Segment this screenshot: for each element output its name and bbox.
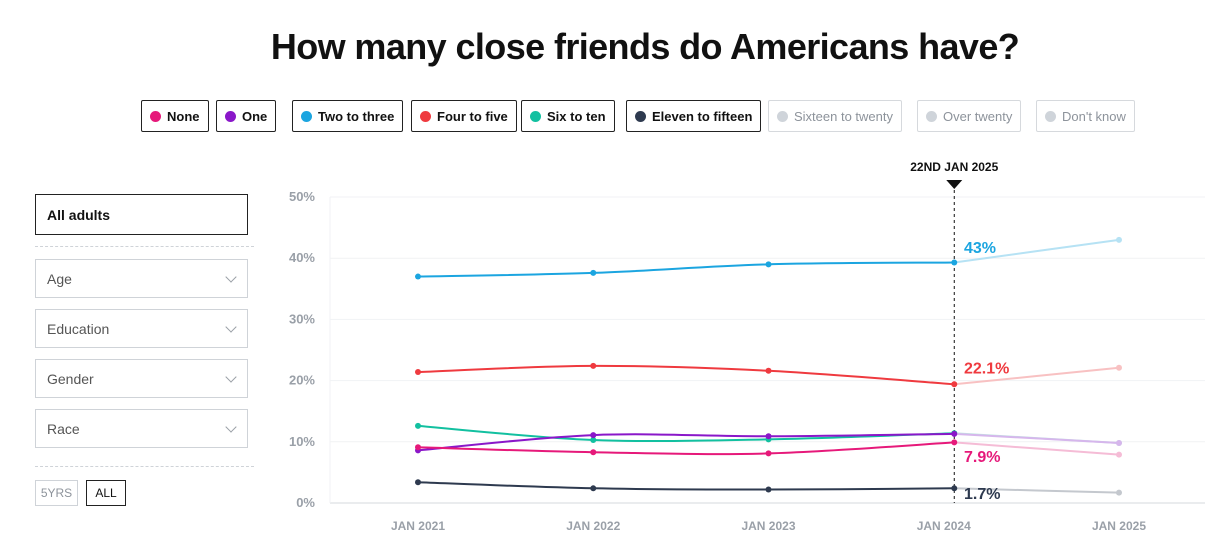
legend-dot <box>926 110 937 122</box>
data-point-none <box>415 444 421 451</box>
data-point-one <box>590 432 597 439</box>
y-tick-label: 40% <box>289 250 315 265</box>
data-point-none <box>1116 451 1122 458</box>
data-point-none <box>765 450 772 457</box>
data-point-two-to-three <box>1116 236 1122 243</box>
y-tick-label: 10% <box>289 434 315 449</box>
legend-dot <box>777 110 788 122</box>
data-point-two-to-three <box>951 259 958 266</box>
data-point-four-to-five <box>415 369 421 376</box>
series-line-projection-one <box>954 432 1120 445</box>
data-point-six-to-ten <box>415 422 421 429</box>
gender-dropdown[interactable]: Gender <box>35 359 248 398</box>
x-tick-label: JAN 2023 <box>741 519 795 533</box>
legend-label: Six to ten <box>547 108 606 124</box>
data-point-two-to-three <box>415 273 421 280</box>
legend-label: Over twenty <box>943 108 1013 124</box>
series-line-projection-eleven-to-fifteen <box>954 487 1120 494</box>
legend-chip-over-twenty[interactable]: Over twenty <box>917 100 1022 132</box>
date-marker-label: 22ND JAN 2025 <box>910 160 998 174</box>
data-point-none <box>590 449 597 456</box>
legend-dot <box>420 110 431 122</box>
data-point-eleven-to-fifteen <box>415 479 421 486</box>
legend-chip-six-to-ten[interactable]: Six to ten <box>521 100 615 132</box>
legend-chip-four-to-five[interactable]: Four to five <box>411 100 517 132</box>
data-point-four-to-five <box>765 367 772 374</box>
education-dropdown[interactable]: Education <box>35 309 248 348</box>
series-line-four-to-five <box>417 364 955 386</box>
race-dropdown[interactable]: Race <box>35 409 248 448</box>
series-line-projection-none <box>954 441 1120 456</box>
divider <box>35 246 254 247</box>
legend-dot <box>225 110 236 122</box>
x-tick-label: JAN 2024 <box>917 519 971 533</box>
series-line-two-to-three <box>417 261 955 278</box>
legend-dot <box>530 110 541 122</box>
data-point-two-to-three <box>765 261 772 268</box>
legend-chip-none[interactable]: None <box>141 100 209 132</box>
dropdown-label: Gender <box>47 370 94 387</box>
series-line-projection-four-to-five <box>954 366 1120 386</box>
legend-chip-dont-know[interactable]: Don't know <box>1036 100 1135 132</box>
population-select-label: All adults <box>47 206 111 223</box>
data-point-two-to-three <box>590 269 597 276</box>
data-point-four-to-five <box>590 362 597 369</box>
age-dropdown[interactable]: Age <box>35 259 248 298</box>
data-point-one <box>1116 440 1122 447</box>
x-tick-label: JAN 2022 <box>566 519 620 533</box>
data-point-eleven-to-fifteen <box>765 486 772 493</box>
legend-chip-one[interactable]: One <box>216 100 277 132</box>
dropdown-label: Education <box>47 320 110 337</box>
legend-label: Eleven to fifteen <box>652 108 753 124</box>
data-point-six-to-ten <box>590 436 597 443</box>
value-label: 7.9% <box>964 449 1000 466</box>
population-select[interactable]: All adults <box>35 194 248 235</box>
date-marker-icon <box>946 180 963 189</box>
data-point-four-to-five <box>951 381 958 388</box>
legend-label: Sixteen to twenty <box>794 108 893 124</box>
data-point-eleven-to-fifteen <box>1116 489 1122 496</box>
legend-dot <box>150 110 161 122</box>
series-line-six-to-ten <box>417 424 955 443</box>
legend-label: None <box>167 108 200 124</box>
data-point-four-to-five <box>1116 364 1122 371</box>
y-tick-label: 20% <box>289 373 315 388</box>
y-tick-label: 0% <box>296 495 315 510</box>
legend-dot <box>301 110 312 122</box>
series-line-eleven-to-fifteen <box>417 481 955 491</box>
legend-label: One <box>242 108 268 124</box>
x-tick-label: JAN 2025 <box>1092 519 1146 533</box>
range-5yrs-button[interactable]: 5YRS <box>35 480 78 506</box>
legend-label: Two to three <box>318 108 395 124</box>
y-tick-label: 30% <box>289 311 315 326</box>
legend-label: Don't know <box>1062 108 1126 124</box>
legend-dot <box>635 110 646 122</box>
data-point-eleven-to-fifteen <box>590 485 597 492</box>
value-label: 1.7% <box>964 486 1000 503</box>
legend-chip-two-to-three[interactable]: Two to three <box>292 100 404 132</box>
y-tick-label: 50% <box>289 189 315 204</box>
page-title: How many close friends do Americans have… <box>270 26 1020 67</box>
data-point-eleven-to-fifteen <box>951 485 958 492</box>
legend-label: Four to five <box>437 108 508 124</box>
dropdown-label: Race <box>47 420 80 437</box>
range-all-button[interactable]: ALL <box>86 480 126 506</box>
series-line-projection-two-to-three <box>954 238 1120 264</box>
data-point-one <box>951 430 958 437</box>
series-line-none <box>417 441 955 456</box>
data-point-one <box>765 433 772 440</box>
value-label: 22.1% <box>964 361 1009 378</box>
x-tick-label: JAN 2021 <box>391 519 445 533</box>
legend-chip-sixteen-to-twenty[interactable]: Sixteen to twenty <box>768 100 902 132</box>
legend-chip-eleven-to-fifteen[interactable]: Eleven to fifteen <box>626 100 762 132</box>
series-line-one <box>417 432 955 452</box>
value-label: 43% <box>964 240 996 257</box>
dropdown-label: Age <box>47 270 72 287</box>
divider <box>35 466 254 467</box>
legend-dot <box>1045 110 1056 122</box>
data-point-none <box>951 439 958 446</box>
